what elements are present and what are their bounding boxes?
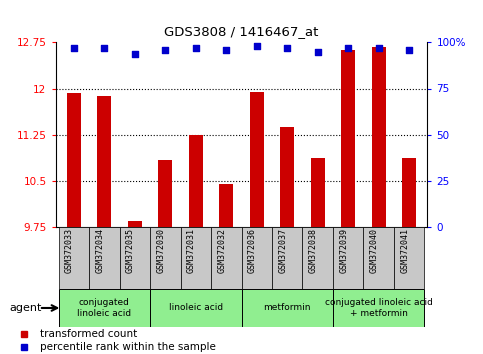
Bar [158,160,172,227]
Text: linoleic acid: linoleic acid [169,303,223,313]
Bar [280,127,294,227]
Point [131,51,139,56]
Point [100,45,108,51]
Text: GSM372036: GSM372036 [248,228,257,273]
Bar [250,92,264,227]
Text: metformin: metformin [264,303,311,313]
Bar [372,47,385,227]
Bar [120,227,150,289]
Text: GSM372038: GSM372038 [309,228,318,273]
Bar [58,227,89,289]
Point [192,45,199,51]
Point [222,47,230,53]
Bar [219,184,233,227]
Point [314,49,322,55]
Bar [89,227,120,289]
Text: transformed count: transformed count [40,329,137,339]
Text: GSM372033: GSM372033 [65,228,74,273]
Point [253,43,261,49]
Bar [58,289,150,327]
Text: conjugated linoleic acid
+ metformin: conjugated linoleic acid + metformin [325,298,433,318]
Point [344,45,352,51]
Bar [311,158,325,227]
Bar [341,51,355,227]
Bar [394,227,425,289]
Bar [128,221,142,227]
Text: GSM372034: GSM372034 [95,228,104,273]
Point [375,45,383,51]
Bar [211,227,242,289]
Text: conjugated
linoleic acid: conjugated linoleic acid [77,298,131,318]
Point [405,47,413,53]
Text: GSM372031: GSM372031 [187,228,196,273]
Point [284,45,291,51]
Bar [333,227,363,289]
Bar [272,227,302,289]
Text: GDS3808 / 1416467_at: GDS3808 / 1416467_at [164,25,319,38]
Text: GSM372037: GSM372037 [278,228,287,273]
Bar [333,289,425,327]
Bar [363,227,394,289]
Bar [181,227,211,289]
Bar [67,93,81,227]
Text: GSM372030: GSM372030 [156,228,165,273]
Bar [150,289,242,327]
Bar [302,227,333,289]
Text: percentile rank within the sample: percentile rank within the sample [40,342,216,352]
Text: GSM372032: GSM372032 [217,228,226,273]
Text: GSM372040: GSM372040 [369,228,379,273]
Text: GSM372041: GSM372041 [400,228,409,273]
Text: GSM372035: GSM372035 [126,228,135,273]
Point [161,47,169,53]
Text: agent: agent [10,303,42,313]
Bar [242,289,333,327]
Text: GSM372039: GSM372039 [339,228,348,273]
Bar [402,158,416,227]
Bar [150,227,181,289]
Bar [242,227,272,289]
Bar [98,97,111,227]
Bar [189,135,203,227]
Point [70,45,78,51]
